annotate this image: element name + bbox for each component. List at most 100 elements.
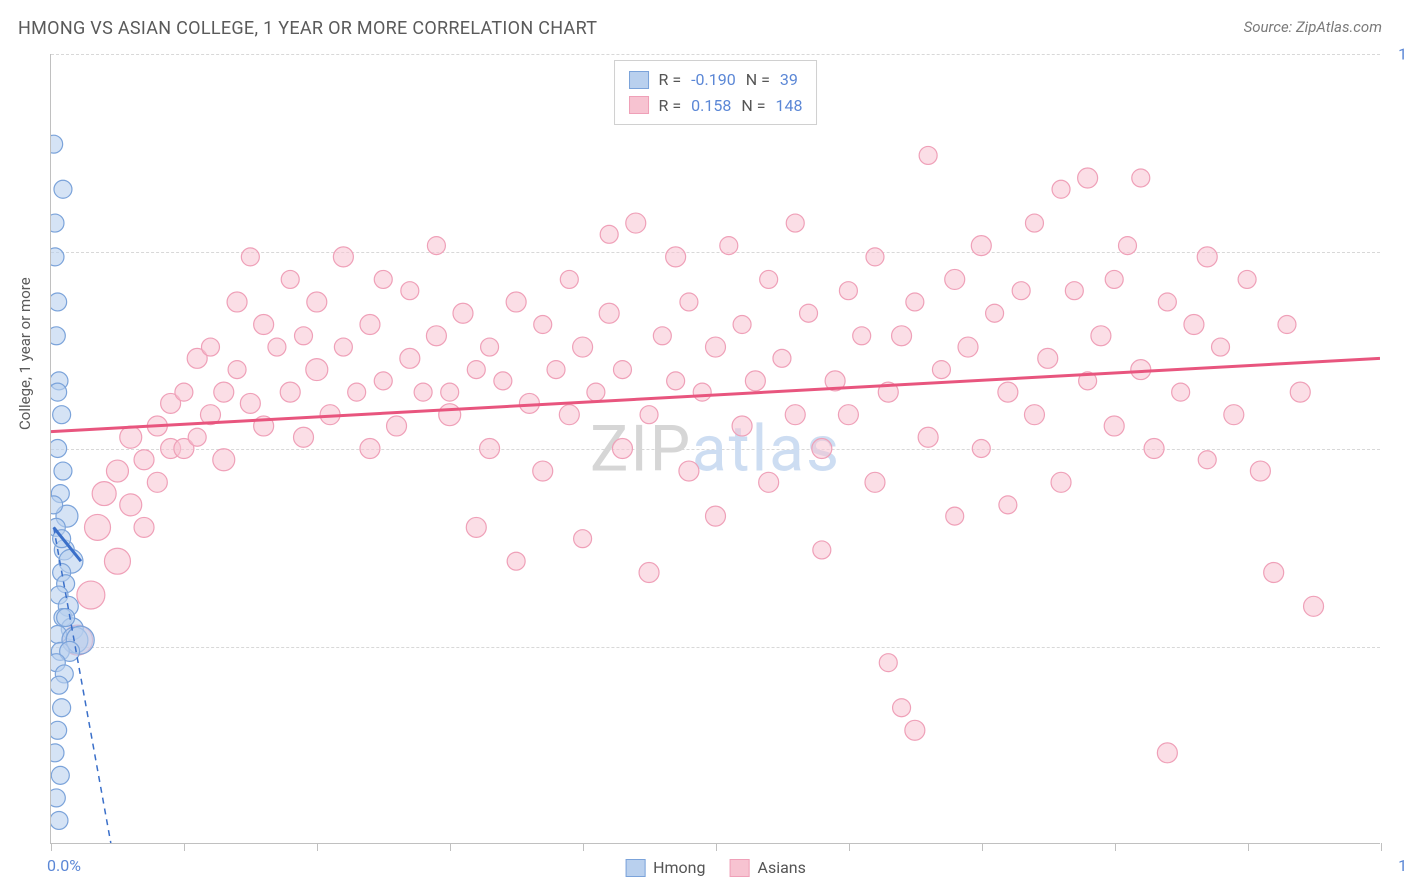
- data-point: [175, 383, 193, 401]
- data-point: [666, 247, 686, 267]
- data-point: [1290, 382, 1310, 402]
- data-point: [946, 507, 964, 525]
- data-point: [1157, 743, 1177, 763]
- data-point: [732, 416, 752, 436]
- data-point: [294, 427, 314, 447]
- data-point: [188, 428, 206, 446]
- data-point: [374, 270, 392, 288]
- scatter-svg: [51, 54, 1380, 843]
- data-point: [51, 744, 64, 762]
- data-point: [506, 292, 526, 312]
- r-value-asians: 0.158: [691, 93, 731, 119]
- data-point: [1250, 461, 1270, 481]
- data-point: [400, 348, 420, 368]
- data-point: [333, 247, 353, 267]
- data-point: [1052, 180, 1070, 198]
- data-point: [53, 406, 71, 424]
- data-point: [639, 562, 659, 582]
- data-point: [228, 361, 246, 379]
- data-point: [800, 304, 818, 322]
- data-point: [51, 214, 64, 232]
- data-point: [51, 293, 67, 311]
- data-point: [53, 699, 71, 717]
- data-point: [268, 338, 286, 356]
- data-point: [467, 361, 485, 379]
- data-point: [892, 326, 912, 346]
- data-point: [57, 609, 75, 627]
- data-point: [307, 292, 327, 312]
- data-point: [77, 581, 105, 609]
- swatch-asians-icon: [730, 859, 750, 877]
- data-point: [51, 248, 64, 266]
- data-point: [54, 180, 72, 198]
- data-point: [612, 439, 632, 459]
- data-point: [1105, 270, 1123, 288]
- data-point: [51, 811, 68, 829]
- data-point: [693, 383, 711, 401]
- data-point: [1051, 472, 1071, 492]
- x-axis-max-label: 100.0%: [1398, 856, 1406, 875]
- chart-title: HMONG VS ASIAN COLLEGE, 1 YEAR OR MORE C…: [18, 18, 597, 39]
- data-point: [706, 506, 726, 526]
- data-point: [134, 450, 154, 470]
- data-point: [254, 315, 274, 335]
- n-label: N =: [741, 93, 765, 119]
- data-point: [574, 530, 592, 548]
- y-tick-label: 100.0%: [1388, 45, 1406, 64]
- data-point: [640, 406, 658, 424]
- n-label: N =: [746, 67, 770, 93]
- legend-item-hmong: Hmong: [625, 858, 705, 877]
- data-point: [971, 236, 991, 256]
- data-point: [958, 337, 978, 357]
- data-point: [51, 789, 65, 807]
- data-point: [106, 460, 128, 482]
- y-axis-label: College, 1 year or more: [16, 277, 34, 430]
- data-point: [1131, 360, 1151, 380]
- data-point: [853, 327, 871, 345]
- data-point: [759, 472, 779, 492]
- data-point: [480, 439, 500, 459]
- data-point: [466, 517, 486, 537]
- data-point: [1025, 214, 1043, 232]
- swatch-hmong: [629, 71, 649, 89]
- data-point: [281, 270, 299, 288]
- data-point: [1078, 168, 1098, 188]
- data-point: [240, 393, 260, 413]
- x-tick: [1115, 843, 1116, 851]
- y-tick-label: 47.5%: [1388, 637, 1406, 656]
- x-axis-min-label: 0.0%: [47, 856, 81, 875]
- data-point: [733, 316, 751, 334]
- series-legend: Hmong Asians: [625, 858, 806, 877]
- data-point: [1198, 451, 1216, 469]
- data-point: [745, 371, 765, 391]
- data-point: [1132, 169, 1150, 187]
- data-point: [600, 225, 618, 243]
- data-point: [1158, 293, 1176, 311]
- data-point: [1118, 237, 1136, 255]
- data-point: [1264, 562, 1284, 582]
- r-label: R =: [659, 93, 682, 119]
- data-point: [918, 427, 938, 447]
- data-point: [401, 282, 419, 300]
- data-point: [427, 237, 445, 255]
- r-label: R =: [659, 67, 682, 93]
- data-point: [306, 359, 328, 381]
- data-point: [533, 461, 553, 481]
- data-point: [679, 461, 699, 481]
- data-point: [1197, 247, 1217, 267]
- chart-plot-area: ZIPatlas R = -0.190 N = 39 R = 0.158 N =…: [50, 54, 1380, 844]
- data-point: [1278, 316, 1296, 334]
- data-point: [906, 293, 924, 311]
- data-point: [893, 699, 911, 717]
- y-tick-label: 65.0%: [1388, 440, 1406, 459]
- data-point: [51, 721, 67, 739]
- data-point: [760, 270, 778, 288]
- data-point: [494, 372, 512, 390]
- data-point: [786, 214, 804, 232]
- data-point: [547, 361, 565, 379]
- data-point: [839, 282, 857, 300]
- x-tick: [849, 843, 850, 851]
- data-point: [51, 440, 67, 458]
- data-point: [360, 315, 380, 335]
- data-point: [999, 496, 1017, 514]
